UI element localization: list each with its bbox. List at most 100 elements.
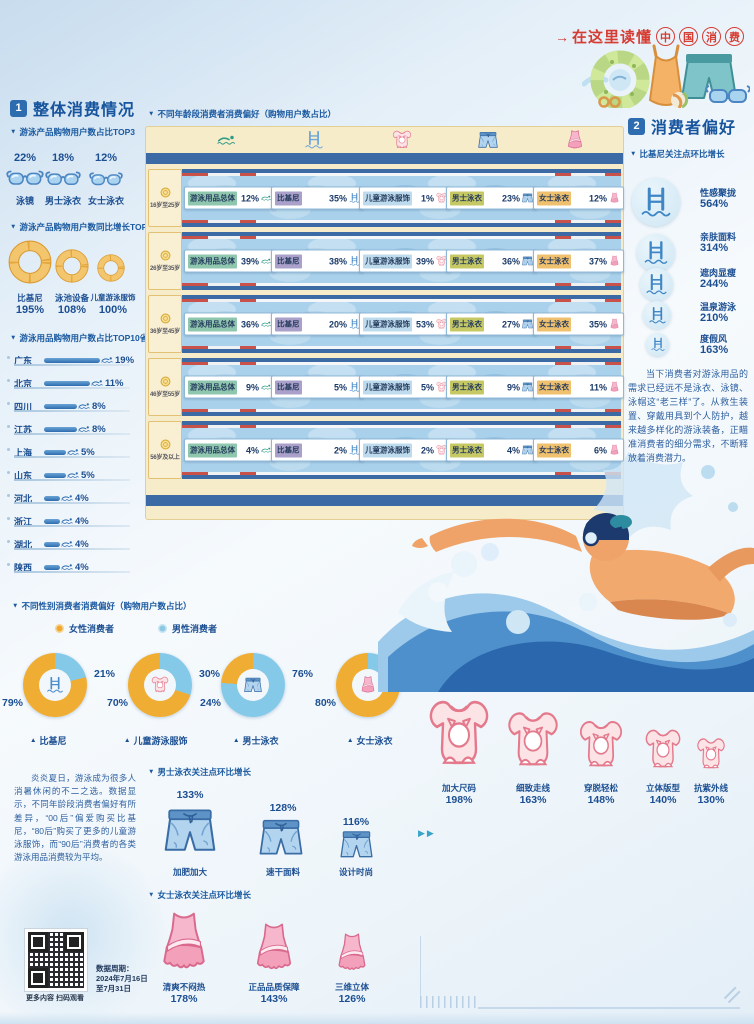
- province-row: 山东 5%: [7, 464, 130, 486]
- section2-number: 2: [628, 117, 645, 135]
- ladder-badge-icon: [632, 178, 680, 226]
- baby-romper-icon: [578, 719, 624, 772]
- province-bar: [44, 403, 77, 409]
- swimsuit-icon: [359, 676, 377, 694]
- province-bar: [44, 495, 60, 501]
- swim-gear-illustration: [582, 44, 750, 108]
- tagline-char: 消: [702, 27, 721, 46]
- growth-label: 比基尼: [17, 293, 43, 303]
- donut-mens: [221, 653, 285, 717]
- donut-bikini: [23, 653, 87, 717]
- age-table-title: ▼ 不同年龄段消费者消费偏好（购物用户数占比）: [148, 109, 336, 119]
- baby-romper-icon: [644, 728, 682, 772]
- province-row: 江苏 8%: [7, 418, 130, 440]
- cell-total: 游泳用品总体 12%: [184, 186, 276, 210]
- goggles-icon: [5, 168, 45, 190]
- province-bar: [44, 518, 60, 524]
- section1-number: 1: [10, 99, 27, 117]
- age-preference-table: 16岁至25岁 游泳用品总体 12% 比基尼 35% 儿童游泳服饰 1% 男士泳衣 23…: [145, 126, 624, 520]
- triangle-marker: ▼: [10, 128, 17, 135]
- ladder-badge-icon: [637, 234, 675, 272]
- province-bar: [44, 449, 66, 455]
- section2-header: 2 消费者偏好: [628, 114, 736, 138]
- male-color-dot: [158, 624, 167, 633]
- province-row: 北京 11%: [7, 372, 130, 394]
- legend-male: 男性消费者: [158, 622, 217, 635]
- goggles-icon: [88, 170, 124, 190]
- fast-forward-icon: ▶▶: [418, 828, 436, 838]
- province-bar: [44, 564, 60, 570]
- arrow-icon: →: [554, 28, 569, 45]
- swimmer-marker-icon: [101, 356, 114, 364]
- age-row-36-45: 36岁至45岁 游泳用品总体 36% 比基尼 20% 儿童游泳服饰 53% 男士泳衣 2…: [148, 295, 624, 353]
- ladder-badge-icon: [640, 268, 673, 301]
- female-color-dot: [55, 624, 64, 633]
- ruler-vertical-line: [420, 936, 421, 996]
- shorts-icon: [522, 193, 533, 204]
- age-row-56-plus: 56岁及以上 游泳用品总体 4% 比基尼 2% 儿童游泳服饰 2% 男士泳衣 4% 女士…: [148, 421, 624, 479]
- swim-ring-icon: [8, 240, 52, 284]
- section1-header: 1 整体消费情况: [10, 96, 135, 120]
- share-label: 女士泳衣: [87, 196, 124, 206]
- donut-kids: [128, 653, 192, 717]
- tagline-text: 在这里读懂: [571, 29, 652, 46]
- province-bar: [44, 357, 100, 363]
- growth-label: 泳池设备: [54, 293, 89, 303]
- header-tagline: → 在这里读懂 中 国 消 费: [555, 26, 744, 47]
- womens-focus-title: ▼ 女士泳衣关注点环比增长: [148, 890, 251, 900]
- growth-value: 100%: [98, 304, 128, 316]
- donut-caption: ▲ 儿童游泳服饰: [124, 736, 188, 746]
- bikini-item-label: 性感聚拢: [700, 188, 737, 198]
- donut-caption: ▲ 女士泳衣: [347, 736, 393, 746]
- age-row-16-25: 16岁至25岁 游泳用品总体 12% 比基尼 35% 儿童游泳服饰 1% 男士泳衣 23…: [148, 169, 624, 227]
- tagline-char: 费: [725, 27, 744, 46]
- growth-value: 108%: [57, 304, 87, 316]
- province-row: 陕西 4%: [7, 556, 130, 578]
- female-share: 79%: [2, 697, 24, 709]
- ladder-badge-icon: [643, 301, 671, 329]
- bikini-focus-title: ▼ 比基尼关注点环比增长: [630, 149, 725, 159]
- pool-edge: [146, 153, 623, 164]
- data-period: 数据周期： 2024年7月16日 至7月31日: [96, 964, 148, 993]
- shorts-icon: [259, 817, 303, 858]
- mens-focus-title: ▼ 男士泳衣关注点环比增长: [148, 767, 251, 777]
- baby-romper-icon: [506, 710, 560, 772]
- donut-caption: ▲ 比基尼: [30, 736, 67, 746]
- share-label: 男士泳衣: [44, 196, 81, 206]
- shorts-icon: [478, 130, 498, 150]
- province-row: 上海 5%: [7, 441, 130, 463]
- lane-rope: [182, 173, 621, 176]
- swim-ring-icon: [55, 249, 89, 283]
- swimmer-illustration: [378, 452, 754, 692]
- province-bar: [44, 541, 60, 547]
- pool-lane: 游泳用品总体 12% 比基尼 35% 儿童游泳服饰 1% 男士泳衣 23% 女士泳衣 12…: [182, 169, 624, 227]
- swimsuit-icon: [609, 193, 620, 204]
- qr-code: [24, 928, 88, 992]
- qr-caption: 更多内容 扫码观看: [26, 995, 84, 1002]
- top3-share-title: ▼ 游泳产品购物用户数占比TOP3: [10, 127, 135, 137]
- legend-female: 女性消费者: [55, 622, 114, 635]
- cell-womens: 女士泳衣 12%: [533, 186, 624, 210]
- tagline-char: 中: [656, 27, 675, 46]
- age-cell: 16岁至25岁: [148, 169, 182, 227]
- shorts-icon: [244, 676, 262, 694]
- age-row-46-55: 46岁至55岁 游泳用品总体 9% 比基尼 5% 儿童游泳服饰 5% 男士泳衣 9% 女…: [148, 358, 624, 416]
- coin-icon: [160, 187, 171, 198]
- province-row: 河北 4%: [7, 487, 130, 509]
- swimsuit-icon: [609, 256, 620, 267]
- shorts-icon: [522, 319, 533, 330]
- coin-icon: [160, 439, 171, 450]
- growth-value: 195%: [15, 304, 45, 316]
- province-row: 四川 8%: [7, 395, 130, 417]
- ruler-ticks: [420, 996, 478, 1008]
- share-value: 22%: [13, 152, 37, 164]
- swimsuit-icon: [609, 319, 620, 330]
- section1-title: 整体消费情况: [33, 102, 136, 119]
- ladder-badge-icon: [646, 333, 669, 356]
- province-row: 广东 19%: [7, 349, 134, 371]
- baby-romper-icon: [427, 698, 491, 772]
- swimmer-icon: [217, 130, 237, 150]
- consumer-preference-paragraph: 当下消费者对游泳用品的需求已经远不是泳衣、泳镜、泳帽这“老三样”了。从救生装置、…: [628, 369, 748, 463]
- pool-edge: [146, 495, 623, 506]
